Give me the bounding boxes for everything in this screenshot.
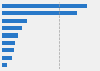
Bar — [2, 11, 77, 15]
Bar — [2, 56, 12, 60]
Bar — [2, 4, 87, 8]
Bar — [2, 63, 7, 67]
Bar — [2, 19, 27, 23]
Bar — [2, 41, 15, 45]
Bar — [2, 26, 22, 30]
Bar — [2, 48, 14, 52]
Bar — [2, 33, 18, 38]
